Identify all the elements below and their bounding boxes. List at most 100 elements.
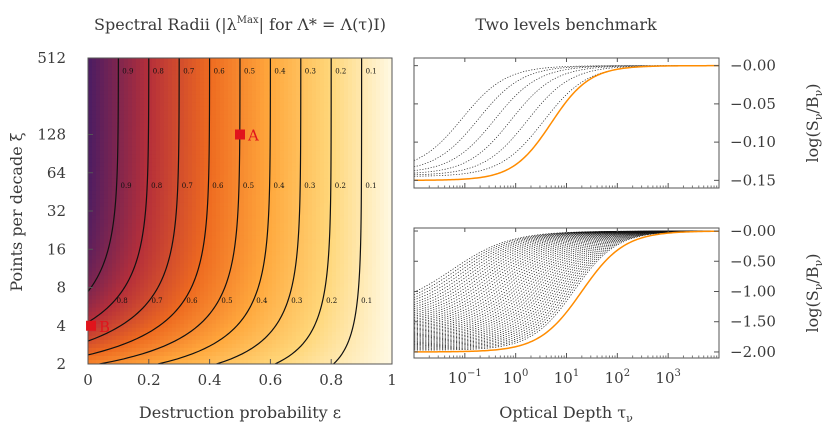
heatmap-cell xyxy=(332,142,337,148)
heatmap-cell xyxy=(236,94,241,99)
heatmap-cell xyxy=(228,279,233,285)
heatmap-cell xyxy=(352,279,357,285)
heatmap-cell xyxy=(164,227,169,232)
heatmap-cell xyxy=(108,259,113,264)
heatmap-cell xyxy=(332,126,337,132)
heatmap-cell xyxy=(136,102,141,107)
heatmap-cell xyxy=(360,295,365,301)
heatmap-cell xyxy=(324,235,329,240)
heatmap-cell xyxy=(296,102,301,107)
heatmap-cell xyxy=(132,106,137,111)
heatmap-cell xyxy=(220,58,225,63)
heatmap-cell xyxy=(276,114,281,119)
heatmap-cell xyxy=(152,243,157,248)
heatmap-cell xyxy=(112,126,117,132)
heatmap-cell xyxy=(100,198,105,204)
heatmap-cell xyxy=(292,114,297,119)
heatmap-cell xyxy=(176,315,181,321)
heatmap-cell xyxy=(124,231,129,236)
heatmap-cell xyxy=(324,231,329,236)
heatmap-cell xyxy=(184,90,189,95)
heatmap-cell xyxy=(296,223,301,228)
heatmap-cell xyxy=(172,263,177,268)
heatmap-cell xyxy=(332,283,337,289)
heatmap-cell xyxy=(256,275,261,281)
heatmap-cell xyxy=(336,198,341,204)
heatmap-cell xyxy=(188,58,193,63)
heatmap-cell xyxy=(380,98,385,103)
heatmap-cell xyxy=(312,198,317,204)
heatmap-cell xyxy=(324,86,329,91)
heatmap-cell xyxy=(212,166,217,172)
heatmap-cell xyxy=(280,70,285,75)
heatmap-cell xyxy=(188,82,193,87)
heatmap-cell xyxy=(272,82,277,87)
heatmap-cell xyxy=(220,86,225,91)
heatmap-cell xyxy=(284,130,289,136)
heatmap-cell xyxy=(88,202,93,208)
heatmap-cell xyxy=(300,211,305,216)
heatmap-cell xyxy=(104,186,109,192)
heatmap-cell xyxy=(216,219,221,224)
heatmap-cell xyxy=(176,319,181,325)
heatmap-cell xyxy=(96,178,101,184)
heatmap-cell xyxy=(192,295,197,301)
heatmap-cell xyxy=(356,90,361,95)
heatmap-cell xyxy=(184,178,189,184)
heatmap-cell xyxy=(344,90,349,95)
heatmap-cell xyxy=(220,98,225,103)
heatmap-cell xyxy=(244,70,249,75)
heatmap-cell xyxy=(316,150,321,156)
heatmap-cell xyxy=(312,295,317,301)
heatmap-cell xyxy=(300,303,305,309)
heatmap-cell xyxy=(376,130,381,136)
heatmap-cell xyxy=(216,142,221,148)
heatmap-cell xyxy=(212,311,217,317)
heatmap-cell xyxy=(260,291,265,297)
heatmap-cell xyxy=(300,118,305,124)
heatmap-cell xyxy=(260,215,265,220)
heatmap-cell xyxy=(220,243,225,248)
heatmap-cell xyxy=(296,170,301,176)
heatmap-cell xyxy=(344,158,349,164)
heatmap-cell xyxy=(376,303,381,309)
heatmap-cell xyxy=(356,162,361,168)
heatmap-cell xyxy=(252,130,257,136)
heatmap-cell xyxy=(312,287,317,293)
heatmap-cell xyxy=(212,130,217,136)
heatmap-cell xyxy=(336,166,341,172)
heatmap-cell xyxy=(352,134,357,140)
heatmap-cell xyxy=(192,283,197,289)
heatmap-cell xyxy=(88,227,93,232)
heatmap-cell xyxy=(188,239,193,244)
heatmap-cell xyxy=(180,170,185,176)
heatmap-cell xyxy=(316,174,321,180)
heatmap-cell xyxy=(352,70,357,75)
heatmap-cell xyxy=(144,78,149,83)
heatmap-cell xyxy=(316,291,321,297)
heatmap-cell xyxy=(236,102,241,107)
heatmap-cell xyxy=(92,174,97,180)
heatmap-cell xyxy=(144,166,149,172)
heatmap-cell xyxy=(104,126,109,132)
heatmap-cell xyxy=(212,211,217,216)
heatmap-cell xyxy=(280,106,285,111)
heatmap-cell xyxy=(276,243,281,248)
heatmap-cell xyxy=(236,295,241,301)
heatmap-cell xyxy=(356,58,361,63)
heatmap-cell xyxy=(284,283,289,289)
heatmap-cell xyxy=(180,186,185,192)
heatmap-cell xyxy=(172,319,177,325)
heatmap-cell xyxy=(336,182,341,188)
heatmap-cell xyxy=(228,138,233,144)
heatmap-cell xyxy=(152,307,157,313)
heatmap-cell xyxy=(292,150,297,156)
heatmap-cell xyxy=(348,166,353,172)
heatmap-cell xyxy=(316,251,321,256)
heatmap-cell xyxy=(172,190,177,196)
heatmap-cell xyxy=(280,98,285,103)
heatmap-cell xyxy=(272,303,277,309)
heatmap-cell xyxy=(284,299,289,305)
heatmap-cell xyxy=(272,251,277,256)
heatmap-cell xyxy=(284,239,289,244)
